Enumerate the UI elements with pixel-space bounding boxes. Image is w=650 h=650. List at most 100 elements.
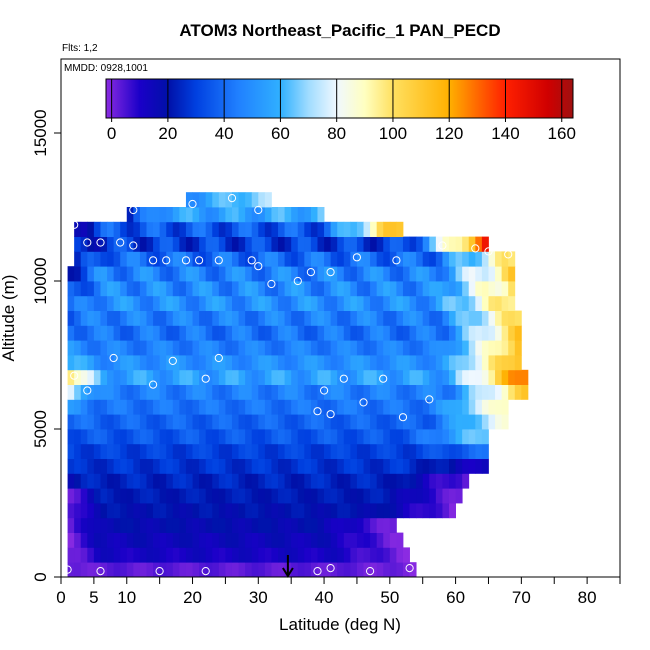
heatmap-cell	[370, 547, 378, 563]
heatmap-cell	[402, 236, 410, 252]
heatmap-cell	[199, 532, 207, 548]
heatmap-cell	[402, 281, 410, 297]
heatmap-cell	[402, 369, 410, 385]
heatmap-cell	[172, 488, 180, 504]
heatmap-cell	[330, 532, 338, 548]
heatmap-cell	[514, 340, 522, 356]
heatmap-cell	[370, 325, 378, 341]
heatmap-cell	[107, 547, 115, 563]
heatmap-cell	[468, 399, 476, 415]
heatmap-cell	[462, 355, 470, 371]
heatmap-cell	[310, 355, 318, 371]
heatmap-cell	[251, 369, 259, 385]
heatmap-cell	[317, 429, 325, 445]
heatmap-cell	[192, 547, 200, 563]
heatmap-cell	[356, 503, 364, 519]
heatmap-cell	[449, 369, 456, 385]
heatmap-cell	[113, 251, 121, 267]
sample-point	[129, 205, 138, 215]
heatmap-cell	[304, 414, 312, 430]
heatmap-cell	[350, 281, 358, 297]
heatmap-cell	[343, 266, 351, 282]
heatmap-cell	[139, 488, 147, 504]
heatmap-cell	[113, 429, 121, 445]
heatmap-cell	[218, 473, 226, 489]
heatmap-cell	[80, 547, 88, 563]
heatmap-cell	[153, 517, 161, 533]
heatmap-cell	[258, 192, 266, 208]
heatmap-cell	[172, 221, 180, 237]
heatmap-cell	[508, 281, 516, 297]
heatmap-cell	[74, 488, 82, 504]
heatmap-cell	[159, 458, 167, 474]
colorbar-tick-label: 140	[491, 124, 519, 143]
heatmap-cell	[80, 517, 88, 533]
heatmap-cell	[449, 384, 456, 400]
heatmap-cell	[225, 443, 233, 459]
heatmap-cell	[350, 547, 358, 563]
heatmap-cell	[107, 414, 115, 430]
heatmap-cell	[212, 340, 220, 356]
heatmap-cell	[383, 458, 391, 474]
heatmap-cell	[278, 281, 285, 297]
heatmap-cell	[139, 221, 147, 237]
heatmap-cell	[363, 399, 371, 415]
heatmap-cell	[317, 458, 325, 474]
heatmap-cell	[238, 325, 246, 341]
heatmap-cell	[330, 517, 338, 533]
heatmap-cell	[212, 562, 220, 578]
heatmap-cell	[442, 325, 450, 341]
heatmap-cell	[304, 251, 312, 267]
heatmap-cell	[264, 443, 272, 459]
heatmap-cell	[435, 473, 443, 489]
heatmap-cell	[449, 251, 456, 267]
heatmap-cell	[126, 325, 134, 341]
heatmap-cell	[343, 488, 351, 504]
heatmap-cell	[264, 547, 272, 563]
heatmap-cell	[67, 399, 75, 415]
heatmap-cell	[205, 473, 213, 489]
heatmap-cell	[330, 355, 338, 371]
heatmap-cell	[370, 473, 378, 489]
x-axis-tick-label: 20	[183, 588, 202, 607]
heatmap-cell	[107, 310, 115, 326]
heatmap-cell	[389, 340, 397, 356]
heatmap-cell	[396, 221, 404, 237]
heatmap-cell	[278, 369, 285, 385]
heatmap-cell	[264, 251, 272, 267]
heatmap-cell	[271, 281, 279, 297]
heatmap-cell	[343, 295, 351, 311]
heatmap-cell	[310, 295, 318, 311]
x-axis: 0 5 10 20 30 40 50 60 70 80	[56, 577, 621, 607]
heatmap-cell	[218, 355, 226, 371]
heatmap-cell	[185, 488, 193, 504]
heatmap-cell	[126, 221, 134, 237]
heatmap-cell	[343, 532, 351, 548]
heatmap-cell	[449, 503, 456, 519]
heatmap-cell	[166, 325, 174, 341]
heatmap-cell	[370, 503, 378, 519]
heatmap-cell	[495, 369, 503, 385]
heatmap-cell	[402, 473, 410, 489]
heatmap-cell	[133, 547, 141, 563]
heatmap-cell	[185, 369, 193, 385]
heatmap-cell	[113, 221, 121, 237]
heatmap-cell	[67, 488, 75, 504]
heatmap-cell	[455, 266, 463, 282]
heatmap-cell	[350, 295, 358, 311]
heatmap-cell	[231, 414, 239, 430]
heatmap-cell	[297, 384, 305, 400]
heatmap-cell	[304, 429, 312, 445]
heatmap-cell	[409, 281, 417, 297]
heatmap-cell	[166, 295, 174, 311]
heatmap-cell	[113, 281, 121, 297]
heatmap-cell	[264, 473, 272, 489]
heatmap-cell	[481, 266, 489, 282]
heatmap-cell	[409, 236, 417, 252]
heatmap-cell	[126, 503, 134, 519]
heatmap-cell	[212, 266, 220, 282]
latitude-marker-arrow	[282, 555, 294, 578]
heatmap-cell	[416, 251, 424, 267]
heatmap-cell	[376, 221, 384, 237]
